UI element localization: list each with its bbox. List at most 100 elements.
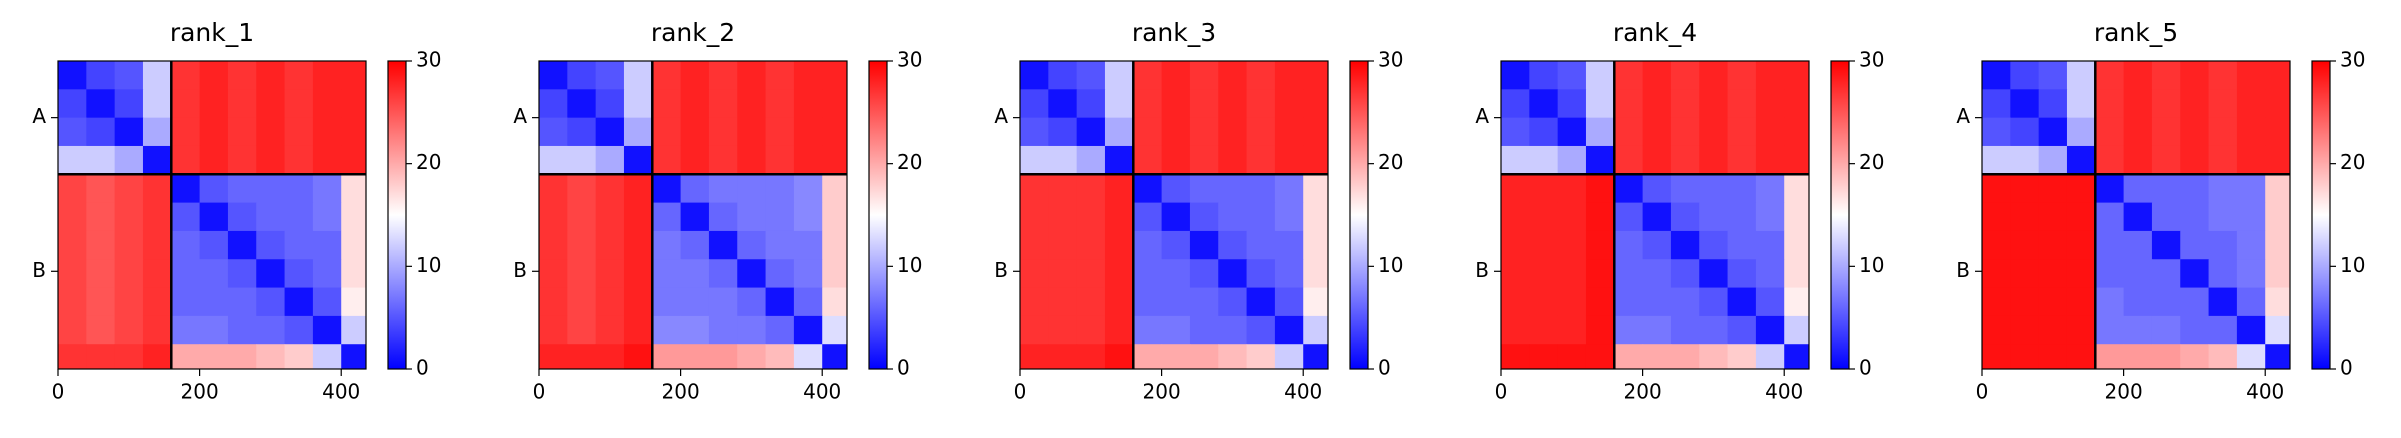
- heat-cell: [1104, 315, 1134, 345]
- heat-cell: [623, 287, 653, 317]
- colorbar-tick-label: 10: [1378, 253, 1403, 277]
- heat-cell: [1755, 287, 1785, 317]
- heat-cell: [1585, 61, 1615, 90]
- heat-cell: [2236, 287, 2266, 317]
- heat-cell: [567, 89, 597, 119]
- heat-cell: [142, 89, 172, 119]
- heat-cell: [284, 287, 314, 317]
- heat-cell: [58, 145, 87, 175]
- heat-cell: [2265, 287, 2291, 317]
- heat-cell: [1501, 61, 1530, 90]
- heat-cell: [1585, 145, 1615, 175]
- x-tick-label: 0: [1976, 380, 1989, 404]
- heat-cell: [680, 145, 710, 175]
- heat-cell: [1189, 202, 1219, 232]
- heat-cell: [1274, 344, 1304, 370]
- heat-cell: [256, 287, 286, 317]
- heat-cell: [1557, 344, 1587, 370]
- heat-cell: [2095, 61, 2125, 90]
- plot-frame: [57, 60, 367, 370]
- heat-cell: [1161, 259, 1191, 289]
- heat-cell: [114, 344, 144, 370]
- heat-cell: [1529, 174, 1559, 204]
- heat-cell: [1246, 117, 1276, 147]
- heat-cell: [1529, 230, 1559, 260]
- colorbar: [1349, 60, 1369, 370]
- heat-cell: [567, 117, 597, 147]
- heat-cell: [1020, 89, 1049, 119]
- heat-cell: [737, 89, 767, 119]
- heat-cell: [1727, 117, 1757, 147]
- heat-cell: [539, 174, 568, 204]
- heat-cell: [2208, 89, 2238, 119]
- heat-cell: [793, 174, 823, 204]
- heat-cell: [114, 202, 144, 232]
- heat-cell: [2265, 117, 2291, 147]
- colorbar-tick-label: 10: [897, 253, 922, 277]
- heat-cell: [623, 61, 653, 90]
- heat-cell: [227, 174, 257, 204]
- heat-cell: [652, 145, 682, 175]
- heat-cell: [1699, 344, 1729, 370]
- heat-cell: [1529, 315, 1559, 345]
- heat-cell: [2236, 145, 2266, 175]
- heat-cell: [1161, 61, 1191, 90]
- heat-cell: [822, 315, 848, 345]
- heat-cell: [1699, 259, 1729, 289]
- heat-cell: [822, 344, 848, 370]
- heat-cell: [2265, 259, 2291, 289]
- y-tick-label: A: [994, 104, 1008, 128]
- heat-cell: [1161, 145, 1191, 175]
- heat-cell: [256, 230, 286, 260]
- heat-cell: [1303, 315, 1329, 345]
- heat-cell: [1274, 89, 1304, 119]
- colorbar: [1830, 60, 1850, 370]
- heat-cell: [680, 61, 710, 90]
- heat-cell: [567, 344, 597, 370]
- heat-cell: [1670, 61, 1700, 90]
- heat-cell: [2265, 202, 2291, 232]
- heat-cell: [114, 89, 144, 119]
- heat-cell: [2180, 145, 2210, 175]
- heat-cell: [1784, 89, 1810, 119]
- heat-cell: [1529, 89, 1559, 119]
- heat-cell: [1133, 202, 1163, 232]
- heat-cell: [2180, 117, 2210, 147]
- heat-cell: [793, 145, 823, 175]
- heat-cell: [1670, 259, 1700, 289]
- heat-cell: [1133, 259, 1163, 289]
- heat-cell: [1585, 202, 1615, 232]
- heat-cell: [284, 230, 314, 260]
- heat-cell: [256, 202, 286, 232]
- heat-cell: [341, 315, 367, 345]
- heat-cell: [1784, 174, 1810, 204]
- x-tick-label: 400: [322, 380, 360, 404]
- heat-cell: [199, 61, 229, 90]
- heat-cell: [114, 259, 144, 289]
- heat-cell: [1614, 174, 1644, 204]
- heat-cell: [1614, 230, 1644, 260]
- heat-cell: [680, 202, 710, 232]
- heat-cell: [1020, 259, 1049, 289]
- heat-cell: [2123, 61, 2153, 90]
- heat-cell: [199, 287, 229, 317]
- heat-cell: [2265, 174, 2291, 204]
- heat-cell: [822, 61, 848, 90]
- colorbar-tick-label: 0: [1859, 356, 1872, 380]
- heat-cell: [1670, 315, 1700, 345]
- heat-cell: [1218, 259, 1248, 289]
- colorbar-tick-label: 0: [1378, 356, 1391, 380]
- heat-cell: [1133, 145, 1163, 175]
- heat-cell: [1557, 174, 1587, 204]
- heat-cell: [256, 344, 286, 370]
- heat-cell: [2095, 259, 2125, 289]
- heat-cell: [1133, 61, 1163, 90]
- heat-cell: [1614, 259, 1644, 289]
- heat-cell: [1161, 202, 1191, 232]
- heat-cell: [539, 145, 568, 175]
- heat-cell: [341, 259, 367, 289]
- x-tick-label: 400: [2246, 380, 2284, 404]
- heat-cell: [2066, 287, 2096, 317]
- heat-cell: [256, 89, 286, 119]
